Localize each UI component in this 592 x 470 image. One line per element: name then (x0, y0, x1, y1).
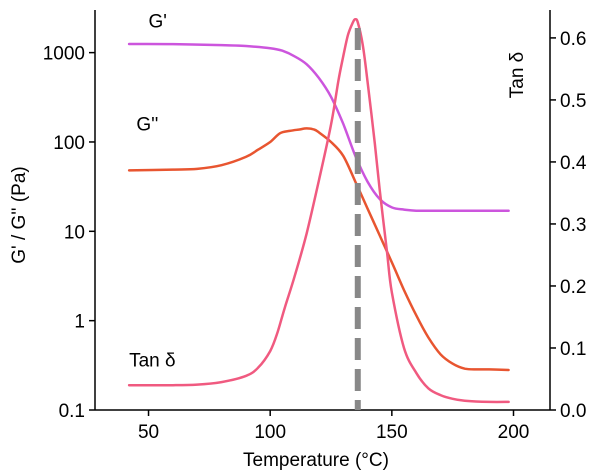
right-y-axis-ticks: 0.0 0.1 0.2 0.3 0.4 0.5 0.6 (550, 29, 587, 422)
left-y-axis-ticks: 0.1 1 10 100 1000 (43, 44, 95, 422)
right-y-tick-label: 0.0 (560, 401, 586, 422)
x-tick-label: 100 (254, 422, 286, 443)
left-y-tick-label: 0.1 (59, 401, 85, 422)
tan-delta-label: Tan δ (129, 351, 176, 372)
x-tick-label: 200 (498, 422, 530, 443)
x-axis-title: Temperature (°C) (243, 450, 389, 470)
x-tick-label: 50 (138, 422, 159, 443)
right-y-tick-label: 0.2 (560, 277, 586, 298)
right-y-tick-label: 0.6 (560, 29, 586, 50)
right-y-tick-label: 0.5 (560, 91, 586, 112)
g-double-prime-line (127, 127, 510, 372)
left-y-tick-label: 10 (64, 222, 85, 243)
series-layer (127, 17, 510, 404)
right-y-tick-label: 0.4 (560, 153, 587, 174)
x-tick-label: 150 (376, 422, 408, 443)
left-y-tick-label: 100 (53, 133, 85, 154)
left-y-axis-title: G' / G'' (Pa) (9, 166, 30, 263)
series-labels: G' G'' Tan δ (129, 12, 176, 372)
left-y-tick-label: 1 (74, 312, 85, 333)
g-double-prime-label: G'' (136, 114, 158, 135)
g-prime-line (127, 42, 510, 213)
tan-delta-line (127, 17, 510, 404)
right-y-axis-title: Tan δ (507, 52, 528, 99)
x-axis-ticks: 50 100 150 200 (138, 410, 529, 443)
left-y-tick-label: 1000 (43, 44, 85, 65)
g-prime-label: G' (149, 12, 167, 33)
right-y-tick-label: 0.1 (560, 339, 586, 360)
right-y-tick-label: 0.3 (560, 215, 586, 236)
